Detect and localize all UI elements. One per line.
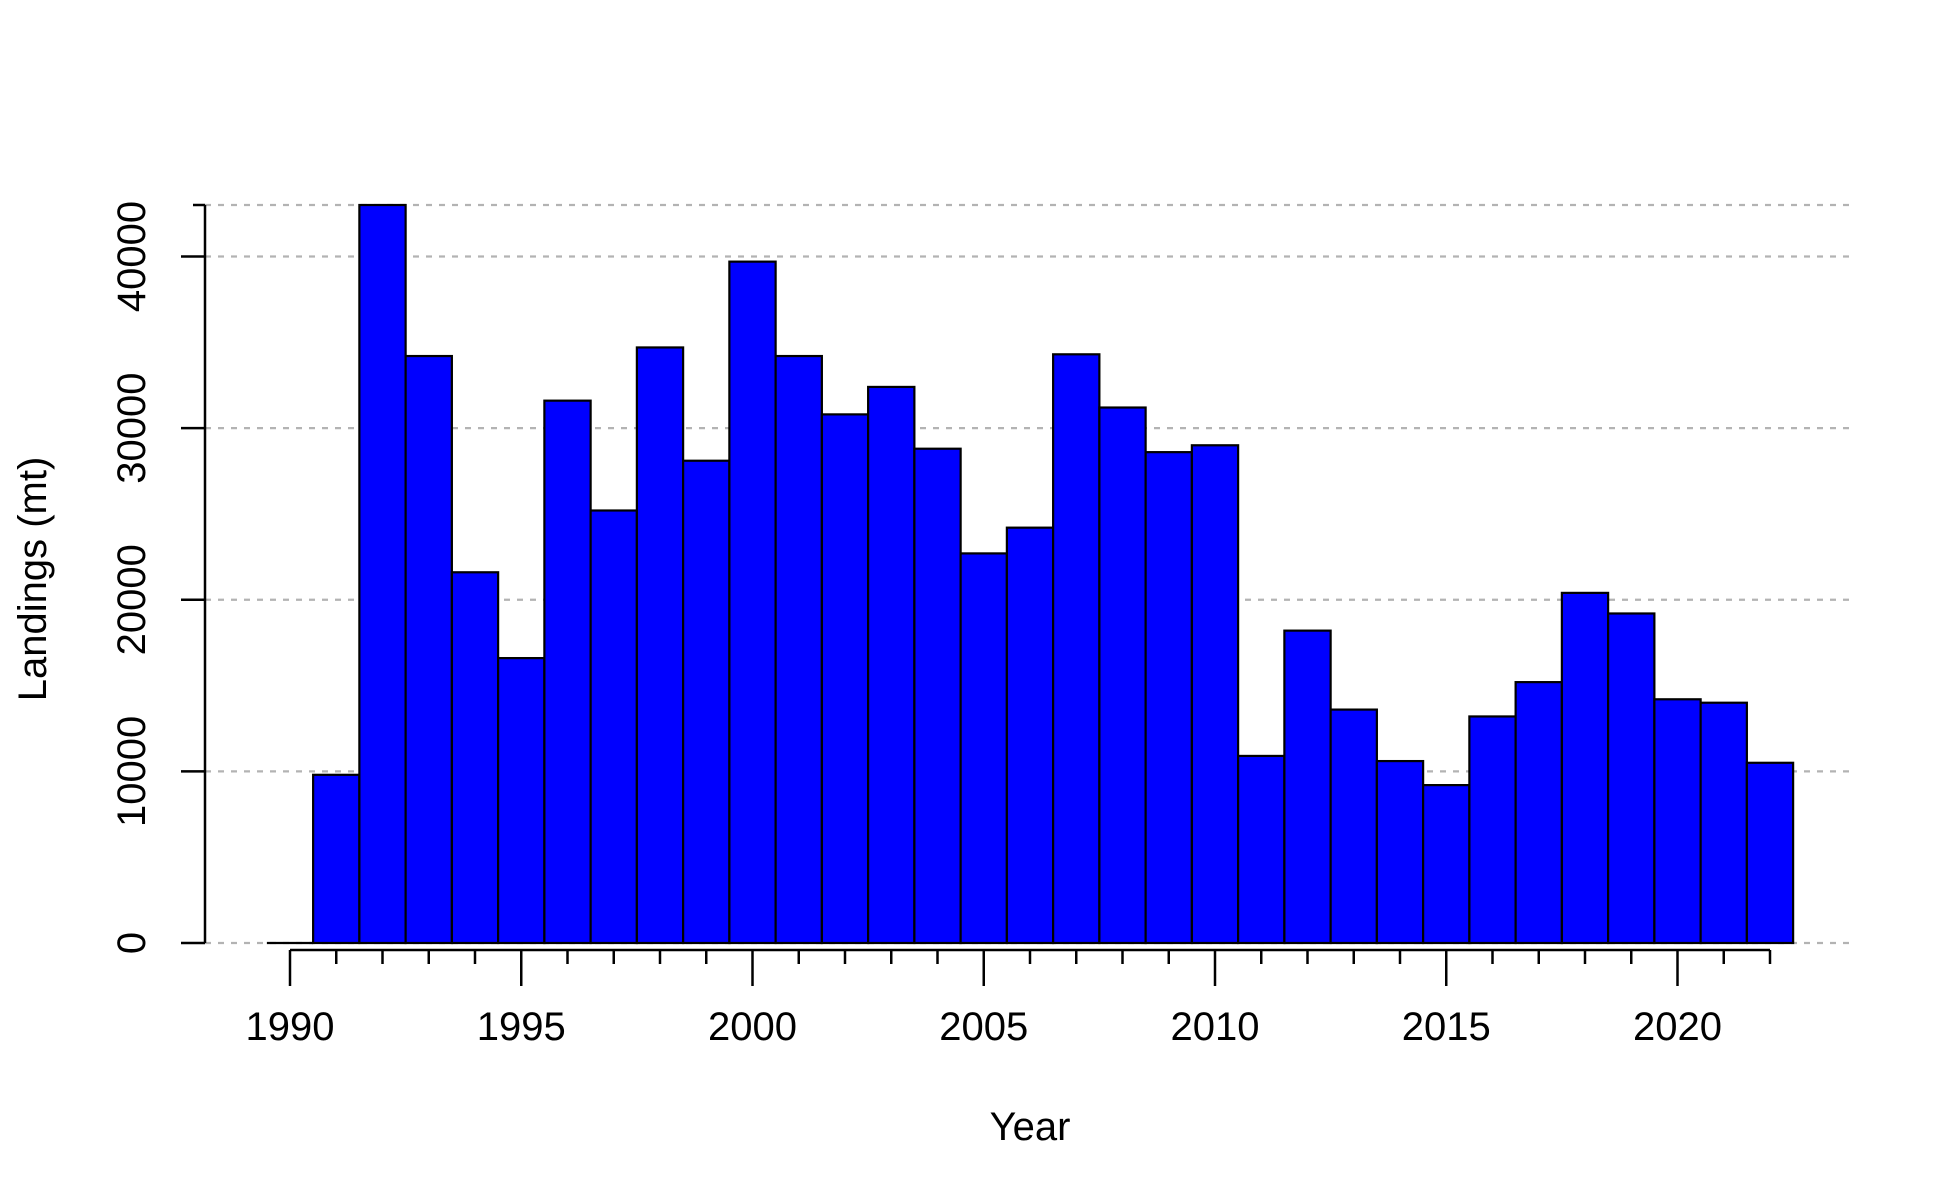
bar-1999 <box>682 459 731 945</box>
tick-labels: 0 10000 20000 30000 40000 1990 1995 2000 2005 201… <box>110 201 1722 1049</box>
bar-1995 <box>497 656 546 945</box>
bar-2003 <box>867 385 916 945</box>
bar-2018 <box>1560 591 1610 945</box>
bar-2011 <box>1237 754 1286 945</box>
bar-2001 <box>774 354 823 945</box>
bar-1993 <box>404 354 453 945</box>
y-tick-label: 20000 <box>110 544 154 655</box>
bar-1998 <box>635 346 685 945</box>
bar-2017 <box>1514 681 1563 945</box>
bar-2002 <box>820 413 870 945</box>
y-tick-label: 30000 <box>110 372 154 483</box>
y-tick-label: 10000 <box>110 716 154 827</box>
bar-2015 <box>1422 784 1471 945</box>
bar-1992 <box>358 203 407 945</box>
y-axis-title: Landings (mt) <box>11 457 55 702</box>
bar-2019 <box>1607 612 1656 945</box>
bar-2020 <box>1653 698 1702 945</box>
y-tick-label: 40000 <box>110 201 154 312</box>
x-tick-label: 2005 <box>939 1005 1028 1049</box>
bar-1996 <box>543 399 592 945</box>
bar-2000 <box>728 260 777 945</box>
bar-2009 <box>1144 451 1193 945</box>
bar-2016 <box>1468 715 1517 945</box>
bar-2013 <box>1329 708 1378 945</box>
bar-2004 <box>913 447 962 945</box>
axes <box>181 203 1772 986</box>
x-axis-title: Year <box>990 1105 1071 1149</box>
bar-2022 <box>1745 761 1795 945</box>
x-tick-label: 2020 <box>1633 1005 1722 1049</box>
x-tick-label: 1995 <box>477 1005 566 1049</box>
bar-2008 <box>1098 406 1147 945</box>
bar-1991 <box>312 773 361 945</box>
bar-1994 <box>450 571 500 945</box>
bar-2006 <box>1005 526 1055 945</box>
x-tick-label: 1990 <box>246 1005 335 1049</box>
x-tick-label: 2010 <box>1171 1005 1260 1049</box>
bar-1997 <box>589 509 638 945</box>
bars <box>266 203 1795 945</box>
bar-2005 <box>959 552 1008 945</box>
bar-2012 <box>1283 629 1332 945</box>
x-tick-label: 2000 <box>708 1005 797 1049</box>
x-tick-label: 2015 <box>1402 1005 1491 1049</box>
bar-2010 <box>1190 444 1240 945</box>
bar-2014 <box>1375 759 1425 945</box>
y-tick-label: 0 <box>110 932 154 954</box>
bar-2007 <box>1052 353 1101 945</box>
bar-2021 <box>1699 701 1748 945</box>
